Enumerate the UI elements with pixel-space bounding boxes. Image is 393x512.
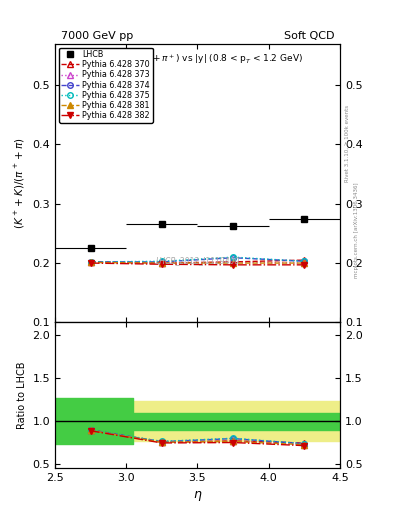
Text: 7000 GeV pp: 7000 GeV pp [61,31,133,41]
Line: Pythia 6.428 373: Pythia 6.428 373 [88,260,307,266]
Line: Pythia 6.428 375: Pythia 6.428 375 [88,254,307,265]
Pythia 6.428 373 [231,260,235,266]
Pythia 6.428 381 [302,260,307,266]
Pythia 6.428 370 [302,257,307,263]
Pythia 6.428 382 [231,262,235,268]
Pythia 6.428 374 [88,259,93,265]
Pythia 6.428 382 [302,262,307,268]
Pythia 6.428 374 [302,258,307,264]
Line: Pythia 6.428 370: Pythia 6.428 370 [88,258,307,266]
Pythia 6.428 370 [231,259,235,265]
Text: Soft QCD: Soft QCD [284,31,334,41]
Pythia 6.428 373 [160,260,164,266]
Pythia 6.428 375 [88,259,93,265]
Pythia 6.428 374 [160,259,164,265]
Pythia 6.428 375 [302,258,307,264]
X-axis label: $\eta$: $\eta$ [193,489,202,503]
Pythia 6.428 382 [160,261,164,267]
Line: Pythia 6.428 374: Pythia 6.428 374 [88,255,307,265]
Pythia 6.428 382 [88,260,93,266]
Pythia 6.428 373 [88,260,93,266]
Pythia 6.428 374 [231,254,235,261]
Legend: LHCB, Pythia 6.428 370, Pythia 6.428 373, Pythia 6.428 374, Pythia 6.428 375, Py: LHCB, Pythia 6.428 370, Pythia 6.428 373… [59,48,152,123]
Line: Pythia 6.428 382: Pythia 6.428 382 [88,260,307,268]
Pythia 6.428 381 [88,260,93,266]
Pythia 6.428 375 [160,258,164,264]
Text: mcplots.cern.ch [arXiv:1306.3436]: mcplots.cern.ch [arXiv:1306.3436] [354,183,359,278]
Line: Pythia 6.428 381: Pythia 6.428 381 [88,260,307,266]
Text: LHCB_2012_I1119400: LHCB_2012_I1119400 [155,257,240,266]
Pythia 6.428 370 [88,259,93,265]
Bar [55,401,340,441]
Text: Rivet 3.1.10, ≥ 100k events: Rivet 3.1.10, ≥ 100k events [345,105,350,182]
Y-axis label: Ratio to LHCB: Ratio to LHCB [17,361,27,429]
Pythia 6.428 381 [231,260,235,266]
Y-axis label: $(K^+ + K)/(\pi^+ + \pi)$: $(K^+ + K)/(\pi^+ + \pi)$ [13,137,27,229]
Text: $(K^-/K^+)/(\pi^-+\pi^+)$ vs |y| (0.8 < p$_T$ < 1.2 GeV): $(K^-/K^+)/(\pi^-+\pi^+)$ vs |y| (0.8 < … [92,52,303,66]
Pythia 6.428 373 [302,260,307,266]
Pythia 6.428 375 [231,254,235,260]
Pythia 6.428 381 [160,260,164,266]
Pythia 6.428 370 [160,260,164,266]
